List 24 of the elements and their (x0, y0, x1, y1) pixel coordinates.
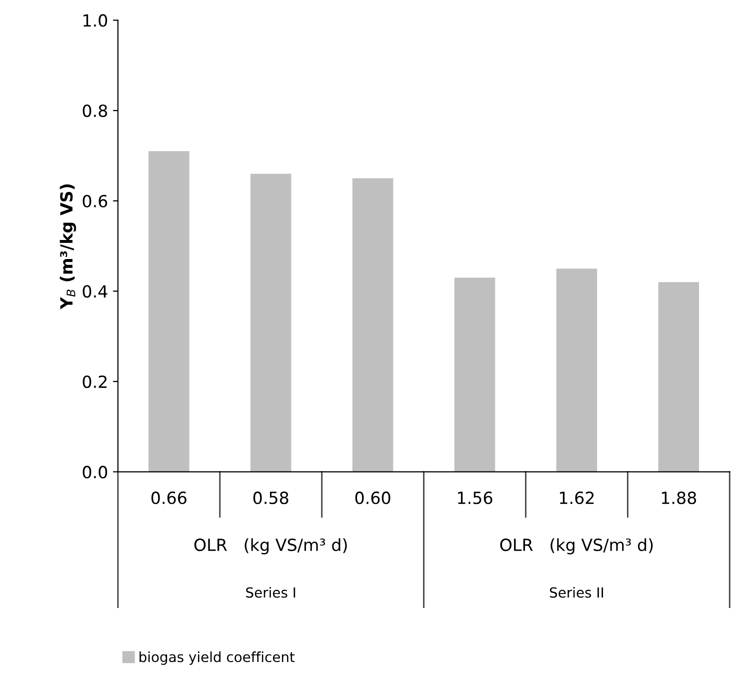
x-tick-label: 1.56 (458, 492, 492, 504)
x-tick-label: 0.60 (355, 492, 390, 504)
legend-label: biogas yield coefficent (140, 651, 295, 665)
y-tick-label: 1.0 (84, 14, 108, 27)
bar (148, 151, 190, 472)
bar (250, 174, 292, 472)
bar (454, 278, 496, 472)
text: Series I (246, 587, 296, 598)
text: OLR (kg VS/m³ d) (194, 538, 347, 554)
bar (556, 268, 598, 472)
y-tick-label: 0.6 (82, 194, 108, 208)
x-tick-label: 0.66 (151, 492, 186, 504)
bar (658, 282, 700, 472)
y-tick-label: 0.0 (82, 466, 108, 478)
y-axis-title: Y$_{B}$ (m³/kg VS) (60, 184, 76, 310)
y-tick-label: 0.2 (82, 375, 107, 388)
text: OLR (kg VS/m³ d) (500, 538, 653, 554)
bar (352, 178, 394, 472)
x-tick-label: 1.62 (560, 492, 594, 504)
x-tick-label: 0.58 (253, 492, 288, 504)
y-tick-label: 0.4 (82, 285, 108, 298)
y-tick-label: 0.8 (82, 104, 108, 118)
x-tick-label: 1.88 (662, 492, 696, 504)
text: Series II (550, 587, 603, 598)
